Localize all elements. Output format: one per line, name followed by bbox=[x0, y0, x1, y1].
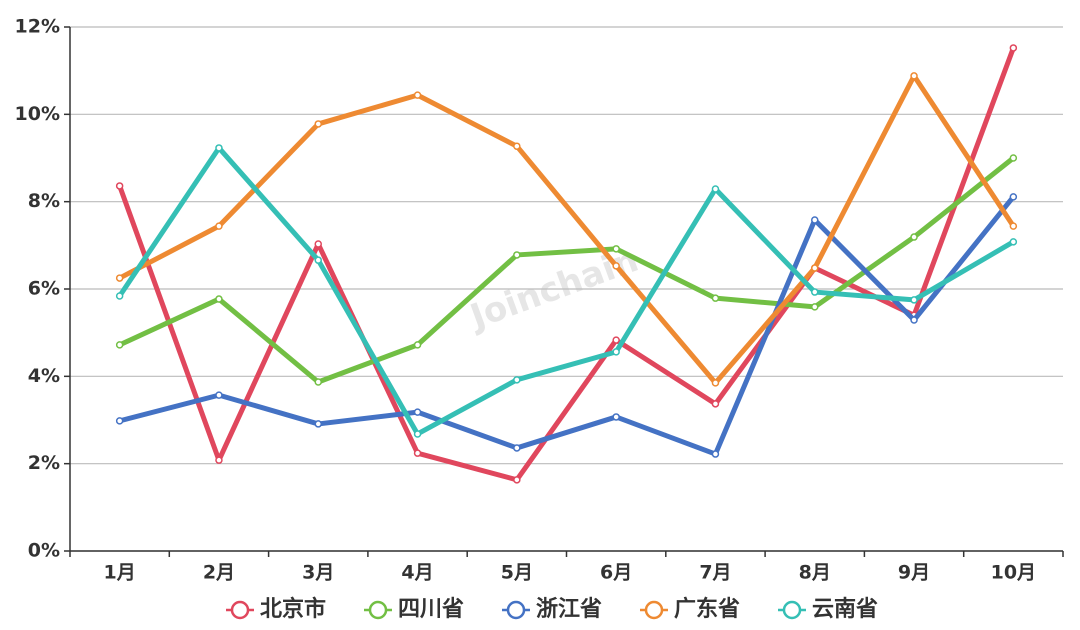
point bbox=[910, 233, 918, 241]
x-tick-label: 10月 bbox=[991, 562, 1036, 584]
point bbox=[1009, 154, 1018, 162]
point bbox=[215, 295, 223, 303]
x-tick-label: 1月 bbox=[104, 562, 136, 584]
point bbox=[413, 449, 422, 457]
y-tick-label: 8% bbox=[28, 190, 60, 212]
point bbox=[612, 413, 620, 421]
point bbox=[115, 274, 124, 282]
x-tick-label: 9月 bbox=[898, 562, 930, 584]
series-line bbox=[117, 145, 1015, 437]
point bbox=[1009, 238, 1018, 246]
point bbox=[115, 182, 124, 190]
point bbox=[513, 142, 521, 150]
point bbox=[811, 216, 819, 224]
series-line bbox=[117, 47, 1016, 483]
legend-label: 云南省 bbox=[812, 597, 878, 622]
point bbox=[811, 303, 819, 311]
point bbox=[1009, 193, 1018, 201]
legend-icon bbox=[230, 600, 250, 620]
point bbox=[513, 251, 521, 259]
legend-icon bbox=[782, 600, 802, 620]
x-tick-label: 3月 bbox=[302, 562, 334, 584]
point bbox=[314, 256, 322, 264]
point bbox=[215, 144, 223, 152]
point bbox=[910, 316, 918, 324]
legend-label: 北京市 bbox=[260, 596, 326, 622]
point bbox=[612, 336, 620, 344]
point bbox=[513, 444, 521, 452]
point bbox=[711, 294, 720, 302]
point bbox=[115, 292, 124, 300]
point bbox=[215, 456, 223, 464]
y-tick-label: 12% bbox=[15, 16, 60, 38]
point bbox=[1009, 222, 1018, 230]
point bbox=[413, 408, 422, 416]
series-line bbox=[119, 195, 1016, 457]
point bbox=[910, 72, 918, 80]
point bbox=[413, 341, 422, 349]
legend-icon bbox=[644, 600, 664, 620]
point bbox=[115, 417, 124, 425]
point bbox=[612, 245, 620, 253]
point bbox=[314, 240, 322, 248]
point bbox=[711, 400, 720, 408]
point bbox=[314, 378, 322, 386]
legend-icon bbox=[506, 600, 526, 620]
point bbox=[1009, 44, 1018, 52]
point bbox=[513, 476, 521, 484]
y-tick-label: 4% bbox=[28, 365, 60, 387]
point bbox=[513, 376, 521, 384]
point bbox=[215, 391, 223, 399]
point bbox=[413, 91, 422, 99]
point bbox=[612, 262, 620, 270]
point bbox=[711, 450, 720, 458]
point bbox=[811, 288, 819, 296]
y-tick-label: 2% bbox=[28, 452, 60, 474]
legend-label: 四川省 bbox=[398, 597, 464, 622]
y-tick-label: 0% bbox=[28, 540, 60, 562]
x-tick-label: 2月 bbox=[203, 562, 235, 584]
x-tick-label: 4月 bbox=[401, 562, 433, 584]
point bbox=[612, 348, 620, 356]
point bbox=[314, 120, 322, 128]
x-tick-label: 8月 bbox=[799, 562, 831, 584]
point bbox=[314, 420, 322, 428]
point bbox=[413, 430, 422, 438]
legend-label: 广东省 bbox=[674, 596, 740, 622]
x-tick-label: 6月 bbox=[600, 562, 632, 584]
y-tick-label: 6% bbox=[28, 278, 60, 300]
series-line bbox=[118, 73, 1016, 386]
legend-label: 浙江省 bbox=[536, 597, 602, 622]
point bbox=[115, 341, 124, 349]
point bbox=[910, 296, 918, 304]
point bbox=[711, 185, 720, 193]
point bbox=[711, 379, 720, 387]
x-tick-label: 5月 bbox=[501, 562, 533, 584]
x-tick-label: 7月 bbox=[699, 562, 731, 584]
y-tick-label: 10% bbox=[15, 103, 60, 125]
legend-icon bbox=[368, 600, 388, 620]
point bbox=[811, 264, 819, 272]
point bbox=[215, 222, 223, 230]
